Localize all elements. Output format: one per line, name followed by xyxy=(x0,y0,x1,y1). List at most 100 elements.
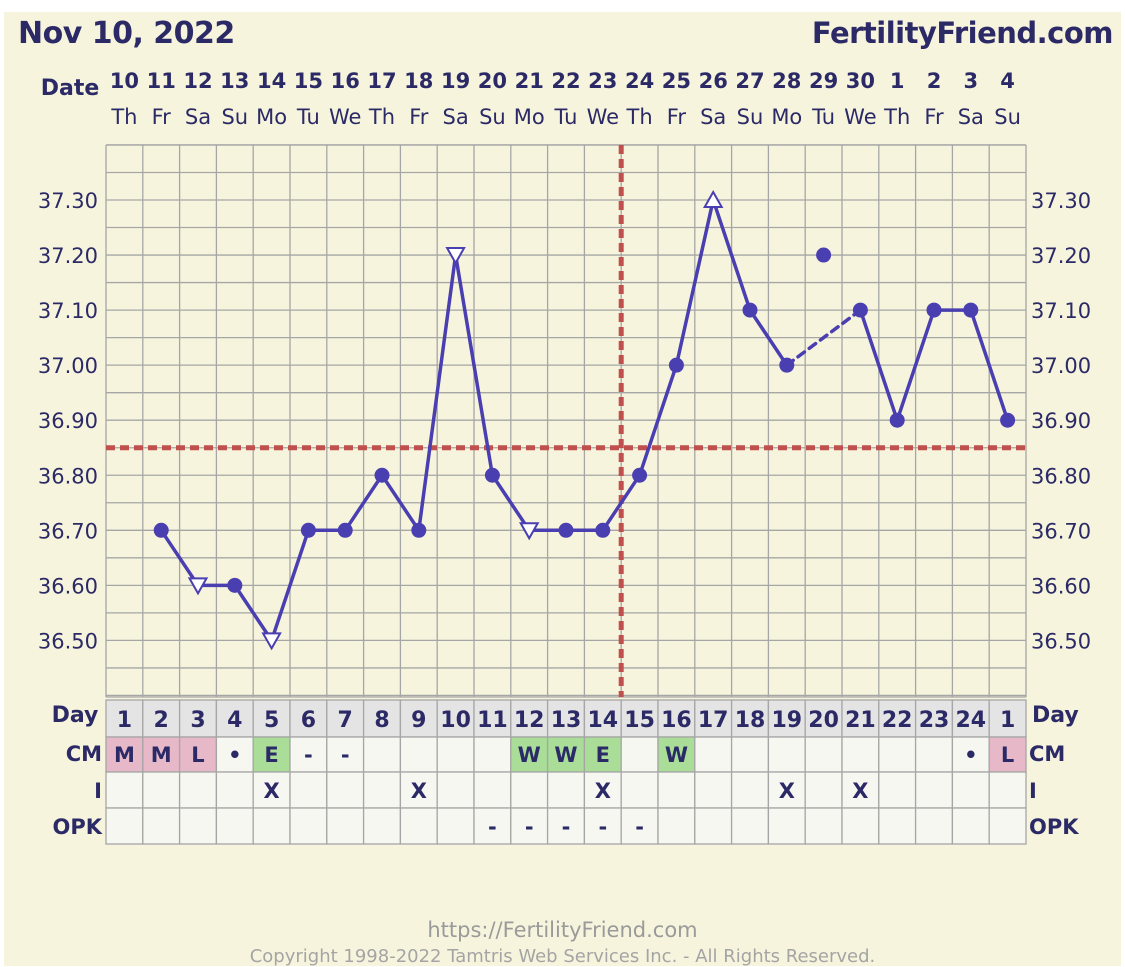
x-weekday-label: Tu xyxy=(296,105,320,129)
cycle-day-cell xyxy=(657,699,696,738)
intercourse-cell xyxy=(289,771,328,809)
temperature-point-triangle-down xyxy=(518,522,540,541)
x-date-label: 10 xyxy=(110,69,139,93)
cm-cell xyxy=(730,736,770,773)
temperature-points xyxy=(153,189,1016,651)
temperature-segment xyxy=(858,308,899,422)
cycle-day-cell xyxy=(289,699,328,738)
temperature-segment xyxy=(601,473,642,533)
y-tick-left: 36.50 xyxy=(38,629,98,653)
opk-cell xyxy=(767,807,806,845)
x-weekday-label: Fr xyxy=(667,105,687,129)
cycle-day-label: 4 xyxy=(227,708,242,733)
cycle-day-cell xyxy=(399,699,438,738)
x-date-label: 24 xyxy=(625,69,654,93)
x-date-label: 21 xyxy=(515,69,544,93)
opk-row-label-right: OPK xyxy=(1029,815,1079,839)
opk-cell xyxy=(546,807,586,845)
x-weekday-label: Mo xyxy=(771,105,802,129)
intercourse-cell xyxy=(178,771,218,809)
cm-value: L xyxy=(191,743,204,767)
cycle-day-label: 2 xyxy=(154,708,169,733)
temperature-segment xyxy=(343,473,384,533)
site-title: FertilityFriend.com xyxy=(811,16,1114,50)
x-weekday-label: We xyxy=(844,105,876,129)
x-weekday-label: Su xyxy=(221,105,248,129)
temperature-point-triangle-down xyxy=(187,577,209,596)
temperature-point xyxy=(742,302,758,318)
temperature-point xyxy=(595,522,611,538)
x-weekday-label: Sa xyxy=(185,105,211,129)
x-date-label: 23 xyxy=(588,69,617,93)
cycle-day-label: 24 xyxy=(955,708,986,733)
x-date-label: 26 xyxy=(699,69,728,93)
opk-cell xyxy=(252,807,291,845)
cm-cell xyxy=(142,736,181,773)
cycle-day-label: 7 xyxy=(338,708,353,733)
cm-cell xyxy=(988,736,1027,773)
cm-cell xyxy=(878,736,917,773)
cm-value: - xyxy=(304,743,313,767)
temperature-point xyxy=(963,302,979,318)
grid xyxy=(105,144,1027,698)
cycle-day-label: 19 xyxy=(771,708,802,733)
x-weekday-label: Fr xyxy=(409,105,429,129)
y-tick-right: 37.30 xyxy=(1031,189,1091,213)
intercourse-row-label-right: I xyxy=(1029,779,1037,803)
cm-row-label-left: CM xyxy=(66,742,102,766)
cycle-day-cell xyxy=(804,699,843,738)
opk-mark: - xyxy=(488,815,497,839)
x-date-label: 18 xyxy=(404,69,433,93)
x-date-label: 12 xyxy=(183,69,212,93)
intercourse-cell xyxy=(142,771,181,809)
x-weekday-label: Tu xyxy=(554,105,578,129)
day-row-label-right: Day xyxy=(1032,703,1079,728)
x-weekday-label: Sa xyxy=(958,105,984,129)
x-date-label: 2 xyxy=(927,69,942,93)
chart-labels: Date Day Day CM CM I I OPK OPK 36.50 36.5… xyxy=(38,69,1091,839)
x-date-label: 13 xyxy=(220,69,249,93)
temperature-point xyxy=(889,412,905,428)
opk-cell xyxy=(583,807,622,845)
x-weekday-label: Su xyxy=(994,105,1021,129)
x-date-label: 3 xyxy=(963,69,978,93)
intercourse-cell xyxy=(510,771,549,809)
x-date-label: 17 xyxy=(367,69,396,93)
temperature-segment xyxy=(159,528,200,588)
intercourse-cell xyxy=(583,771,622,809)
cm-row-label-right: CM xyxy=(1029,742,1065,766)
x-weekday-label: Fr xyxy=(152,105,172,129)
y-tick-right: 36.70 xyxy=(1031,519,1091,543)
cm-cell xyxy=(620,736,659,773)
temperature-segment xyxy=(637,363,679,477)
x-weekday-label: We xyxy=(329,105,361,129)
cm-cell xyxy=(583,736,622,773)
temperature-point xyxy=(1000,412,1016,428)
cm-cell xyxy=(510,736,549,773)
cycle-day-label: 14 xyxy=(587,708,618,733)
y-tick-left: 37.10 xyxy=(38,299,98,323)
opk-cell xyxy=(178,807,218,845)
temperature-point xyxy=(300,522,316,538)
intercourse-cell xyxy=(620,771,659,809)
cm-value: W xyxy=(518,743,541,767)
intercourse-cell xyxy=(657,771,696,809)
opk-mark: - xyxy=(598,815,607,839)
cycle-day-cell xyxy=(694,699,733,738)
cycle-day-label: 17 xyxy=(698,708,729,733)
opk-cell xyxy=(142,807,181,845)
cycle-day-label: 6 xyxy=(301,708,316,733)
opk-cell xyxy=(730,807,770,845)
cycle-day-label: 1 xyxy=(117,708,132,733)
temperature-segment-dashed xyxy=(785,308,863,367)
cycle-day-cell xyxy=(878,699,917,738)
cm-cell xyxy=(914,736,954,773)
cycle-day-label: 15 xyxy=(624,708,655,733)
footer-url[interactable]: https://FertilityFriend.com xyxy=(427,918,698,942)
opk-cell xyxy=(694,807,733,845)
opk-cell xyxy=(804,807,843,845)
cycle-day-label: 18 xyxy=(735,708,766,733)
temperature-segment xyxy=(453,253,495,477)
cycle-day-label: 9 xyxy=(411,708,426,733)
